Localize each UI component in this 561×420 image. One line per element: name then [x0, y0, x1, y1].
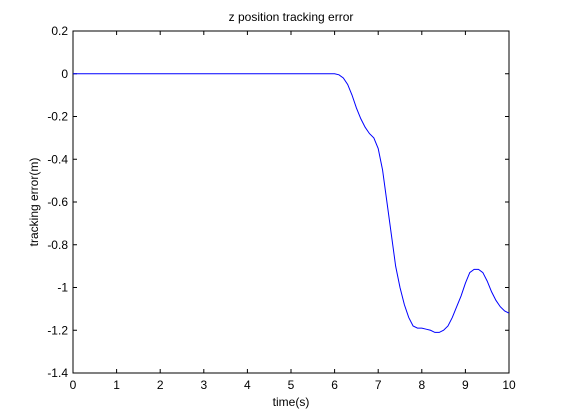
y-tick-label: -0.4 [47, 152, 68, 166]
x-tick-label: 4 [244, 378, 251, 392]
y-tick-label: -0.2 [47, 110, 68, 124]
y-tick-label: -1.4 [47, 366, 68, 380]
axis-tick-labels: 0 1 2 3 4 5 6 7 8 9 10 0.2 0 -0.2 -0.4 -0.6 -0.8 -1 -1.2 -1… [47, 24, 516, 392]
x-tick-label: 10 [502, 378, 516, 392]
series-line [73, 73, 510, 333]
y-tick-label: 0.2 [51, 24, 68, 38]
x-tick-label: 3 [200, 378, 207, 392]
x-tick-label: 7 [375, 378, 382, 392]
x-tick-label: 6 [331, 378, 338, 392]
y-tick-label: -1 [57, 281, 68, 295]
x-tick-label: 1 [113, 378, 120, 392]
x-tick-label: 9 [462, 378, 469, 392]
axis-ticks [72, 30, 510, 374]
x-tick-label: 0 [70, 378, 77, 392]
x-tick-label: 2 [157, 378, 164, 392]
x-axis-label: time(s) [273, 395, 310, 409]
chart-title: z position tracking error [229, 10, 354, 24]
x-tick-label: 8 [418, 378, 425, 392]
y-tick-label: -0.8 [47, 238, 68, 252]
plot-area [72, 30, 510, 374]
x-tick-label: 5 [288, 378, 295, 392]
y-axis-label: tracking error(m) [27, 158, 41, 247]
y-tick-label: 0 [61, 67, 68, 81]
y-tick-label: -0.6 [47, 195, 68, 209]
y-tick-label: -1.2 [47, 323, 68, 337]
